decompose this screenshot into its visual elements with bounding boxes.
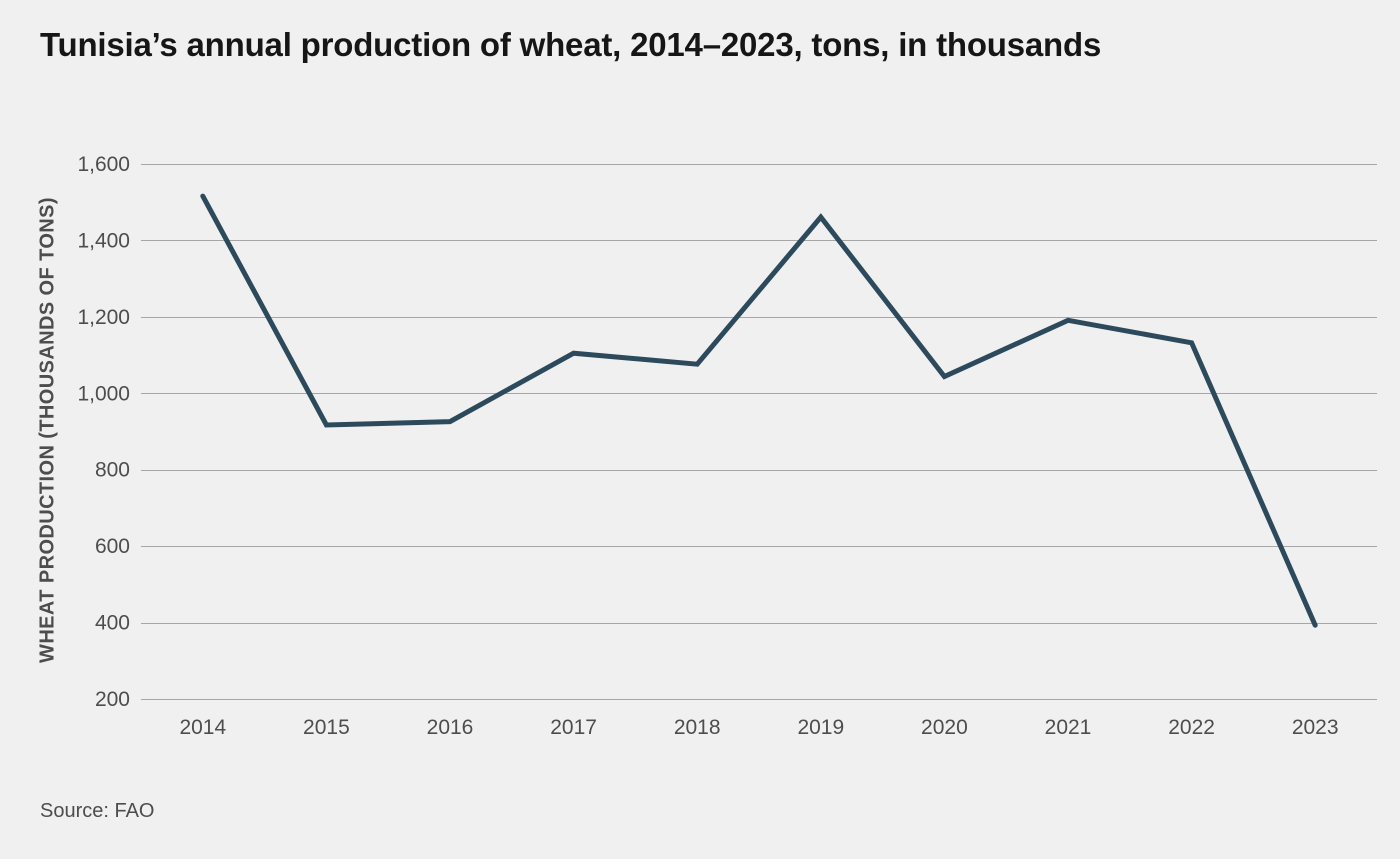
y-tick-label-600: 600 xyxy=(95,535,130,558)
y-tick-label-400: 400 xyxy=(95,612,130,635)
y-tick-label-800: 800 xyxy=(95,459,130,482)
source-label: Source: FAO xyxy=(40,800,155,822)
chart-title: Tunisia’s annual production of wheat, 20… xyxy=(40,26,1102,63)
x-tick-label-2020: 2020 xyxy=(921,716,968,739)
x-tick-label-2022: 2022 xyxy=(1168,716,1215,739)
x-tick-label-2021: 2021 xyxy=(1045,716,1092,739)
y-tick-label-200: 200 xyxy=(95,688,130,711)
y-tick-label-1400: 1,400 xyxy=(77,229,130,252)
y-tick-label-1000: 1,000 xyxy=(77,382,130,405)
wheat-production-line xyxy=(200,193,1318,628)
x-tick-label-2017: 2017 xyxy=(550,716,597,739)
y-tick-label-1600: 1,600 xyxy=(77,153,130,176)
x-tick-label-2023: 2023 xyxy=(1292,716,1339,739)
x-tick-label-2016: 2016 xyxy=(427,716,474,739)
x-tick-label-2014: 2014 xyxy=(179,716,226,739)
x-tick-label-2019: 2019 xyxy=(797,716,844,739)
y-tick-label-1200: 1,200 xyxy=(77,306,130,329)
x-tick-label-2018: 2018 xyxy=(674,716,721,739)
x-tick-label-2015: 2015 xyxy=(303,716,350,739)
